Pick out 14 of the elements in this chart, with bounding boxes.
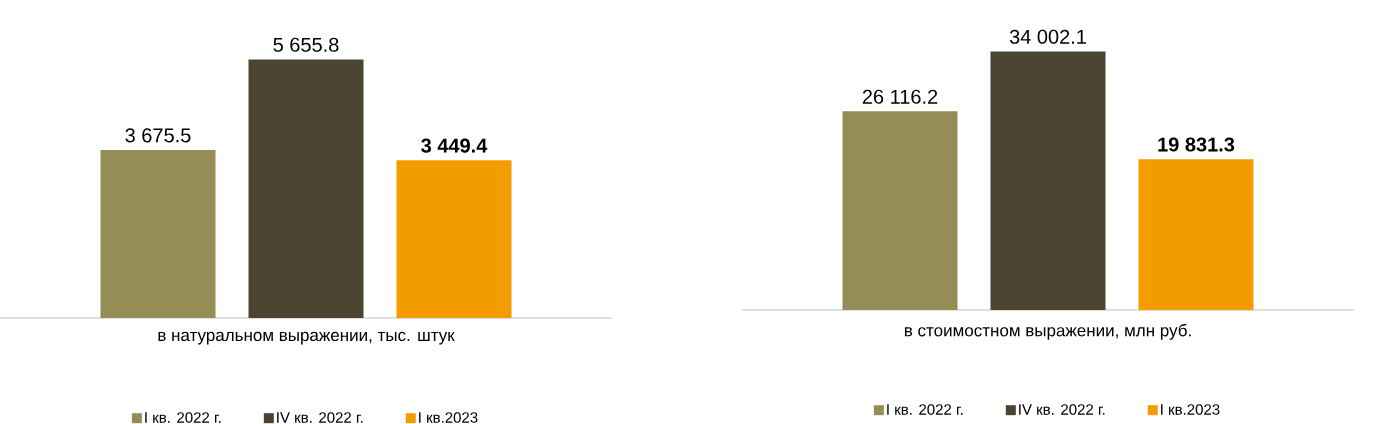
data-label: 34 002.1: [1009, 29, 1086, 44]
legend-label: I кв.2023: [419, 412, 478, 423]
legend-label: IV кв. 2022 г.: [1019, 404, 1105, 415]
legend-label: I кв.2023: [1161, 404, 1220, 415]
data-label: 19 831.3: [1158, 137, 1235, 152]
x-axis-title: в стоимостном выражении, млн руб.: [904, 323, 1191, 340]
data-label: 3 675.5: [125, 128, 191, 143]
x-axis-title: в натуральном выражении, тыс. штук: [158, 331, 455, 345]
legend-label: I кв. 2022 г.: [145, 412, 221, 423]
data-label: 5 655.8: [273, 37, 339, 52]
data-label: 3 449.4: [421, 138, 488, 153]
data-label: 26 116.2: [862, 89, 938, 104]
legend-label: IV кв. 2022 г.: [277, 412, 363, 423]
legend-label: I кв. 2022 г.: [887, 404, 963, 415]
